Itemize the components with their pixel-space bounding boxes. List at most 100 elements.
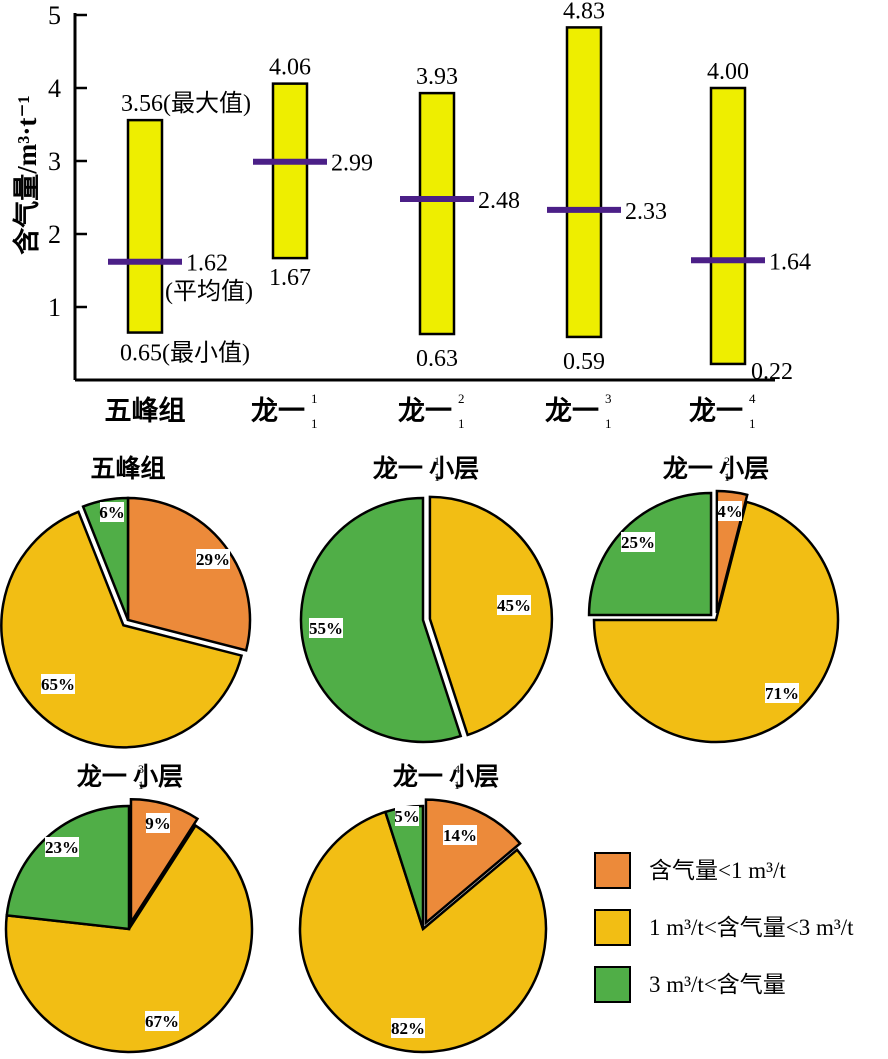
pie-chart: 龙一 小层4 1 14% 82% 5% [298, 762, 548, 1054]
legend-label: 含气量<1 m³/t [649, 858, 786, 883]
pie-title-sup: 4 [454, 762, 460, 776]
pie-slice [587, 491, 713, 617]
legend-label: 3 m³/t<含气量 [649, 972, 786, 997]
avg-value-label: 1.64 [769, 249, 811, 275]
pie-slice [4, 823, 254, 1054]
pie-title: 龙一 小层 [393, 763, 499, 791]
pie-title-sub: 1 [454, 778, 460, 792]
slice-label-bg [395, 806, 419, 826]
slice-label: 5% [394, 807, 420, 826]
slice-label: 55% [309, 619, 343, 638]
category-label: 龙一 [251, 396, 305, 426]
y-axis-label: 含气量/m³·t⁻¹ [11, 95, 42, 254]
category-label-sub: 1 [458, 416, 465, 431]
pie-slice [299, 496, 463, 744]
pie-title-sub: 1 [138, 778, 144, 792]
slice-label: 14% [443, 826, 477, 845]
avg-note-label: (平均值) [165, 278, 253, 305]
y-tick-label: 5 [48, 1, 61, 30]
min-value-label: 0.63 [416, 346, 458, 372]
legend-swatch [594, 909, 631, 946]
slice-label-bg [41, 674, 75, 694]
pie-title: 龙一 小层 [373, 455, 479, 483]
pie-title: 龙一 小层 [77, 763, 183, 791]
slice-label: 9% [145, 814, 171, 833]
slice-label-bg [718, 501, 742, 521]
category-label: 龙一 [689, 396, 743, 426]
slice-label: 67% [145, 1012, 179, 1031]
range-bar [709, 86, 747, 366]
category-label-sub: 1 [749, 416, 756, 431]
max-value-label: 4.00 [707, 59, 749, 85]
legend-label: 1 m³/t<含气量<3 m³/t [649, 915, 854, 940]
min-value-label: 1.67 [269, 265, 311, 291]
pie-title-sup: 3 [138, 762, 144, 776]
slice-label-bg [497, 595, 531, 615]
category-label: 龙一 [545, 396, 599, 426]
pie-slice [126, 496, 252, 652]
slice-label-bg [765, 683, 799, 703]
slice-label-bg [443, 825, 477, 845]
y-tick-label: 3 [48, 147, 61, 176]
slice-label: 25% [621, 533, 655, 552]
pie-slice [592, 500, 840, 744]
legend-swatch [594, 966, 631, 1003]
pie-slice [428, 495, 554, 737]
slice-label: 82% [391, 1019, 425, 1038]
slice-label-bg [145, 1011, 179, 1031]
slice-label-bg [45, 837, 79, 857]
slice-label-bg [309, 618, 343, 638]
min-value-label: 0.65(最小值) [120, 340, 250, 367]
legend-swatch [594, 852, 631, 889]
pie-slice [298, 810, 548, 1054]
y-tick-label: 4 [48, 74, 61, 103]
pie-chart: 龙一 小层3 1 9% 67% 23% [4, 762, 254, 1054]
pie-title-sub: 1 [434, 470, 440, 484]
pie-title-sup: 2 [724, 454, 730, 468]
slice-label: 71% [765, 684, 799, 703]
range-bar [126, 118, 164, 334]
range-bar [271, 82, 309, 260]
slice-label-bg [196, 549, 230, 569]
pie-slice [81, 496, 130, 621]
max-value-label: 3.56(最大值) [121, 90, 251, 117]
category-label-sub: 1 [605, 416, 612, 431]
min-value-label: 0.59 [563, 349, 605, 375]
max-value-label: 4.06 [269, 55, 311, 81]
pie-slice [5, 804, 131, 931]
max-value-label: 3.93 [416, 64, 458, 90]
y-tick-label: 1 [48, 293, 61, 322]
category-label: 龙一 [398, 396, 452, 426]
slice-label: 23% [45, 838, 79, 857]
slice-label: 29% [196, 550, 230, 569]
min-value-label: 0.22 [751, 359, 793, 385]
range-bar-chart: 1 2 3 4 5 含气量/m³·t⁻¹ 3.56(最大值) 1.62 0.65(最小值) 五峰组… [11, 0, 811, 431]
pie-title: 龙一 小层 [663, 455, 769, 483]
slice-label-bg [146, 813, 170, 833]
category-label: 五峰组 [105, 395, 186, 426]
slice-label-bg [100, 502, 124, 522]
pie-chart: 龙一 小层2 1 4% 71% 25% [587, 454, 840, 744]
pie-chart: 龙一 小层1 1 45% 55% [299, 454, 554, 744]
avg-value-label: 2.99 [331, 151, 373, 177]
avg-value-label: 2.33 [625, 199, 667, 225]
slice-label: 4% [717, 502, 743, 521]
pie-title-sup: 1 [434, 454, 440, 468]
category-label-sup: 3 [605, 391, 612, 406]
range-bar [418, 91, 456, 336]
category-label-sup: 1 [311, 391, 318, 406]
slice-label-bg [621, 532, 655, 552]
pie-chart: 五峰组 29% 65% 6% [0, 454, 252, 749]
slice-label: 6% [99, 503, 125, 522]
slice-label: 45% [497, 596, 531, 615]
avg-value-label: 1.62 [186, 251, 228, 277]
category-label-sup: 2 [458, 391, 465, 406]
range-bar [565, 26, 603, 339]
y-tick-label: 2 [48, 220, 61, 249]
pie-title-sub: 1 [724, 470, 730, 484]
pie-title: 五峰组 [90, 454, 165, 483]
category-label-sup: 4 [749, 391, 756, 406]
